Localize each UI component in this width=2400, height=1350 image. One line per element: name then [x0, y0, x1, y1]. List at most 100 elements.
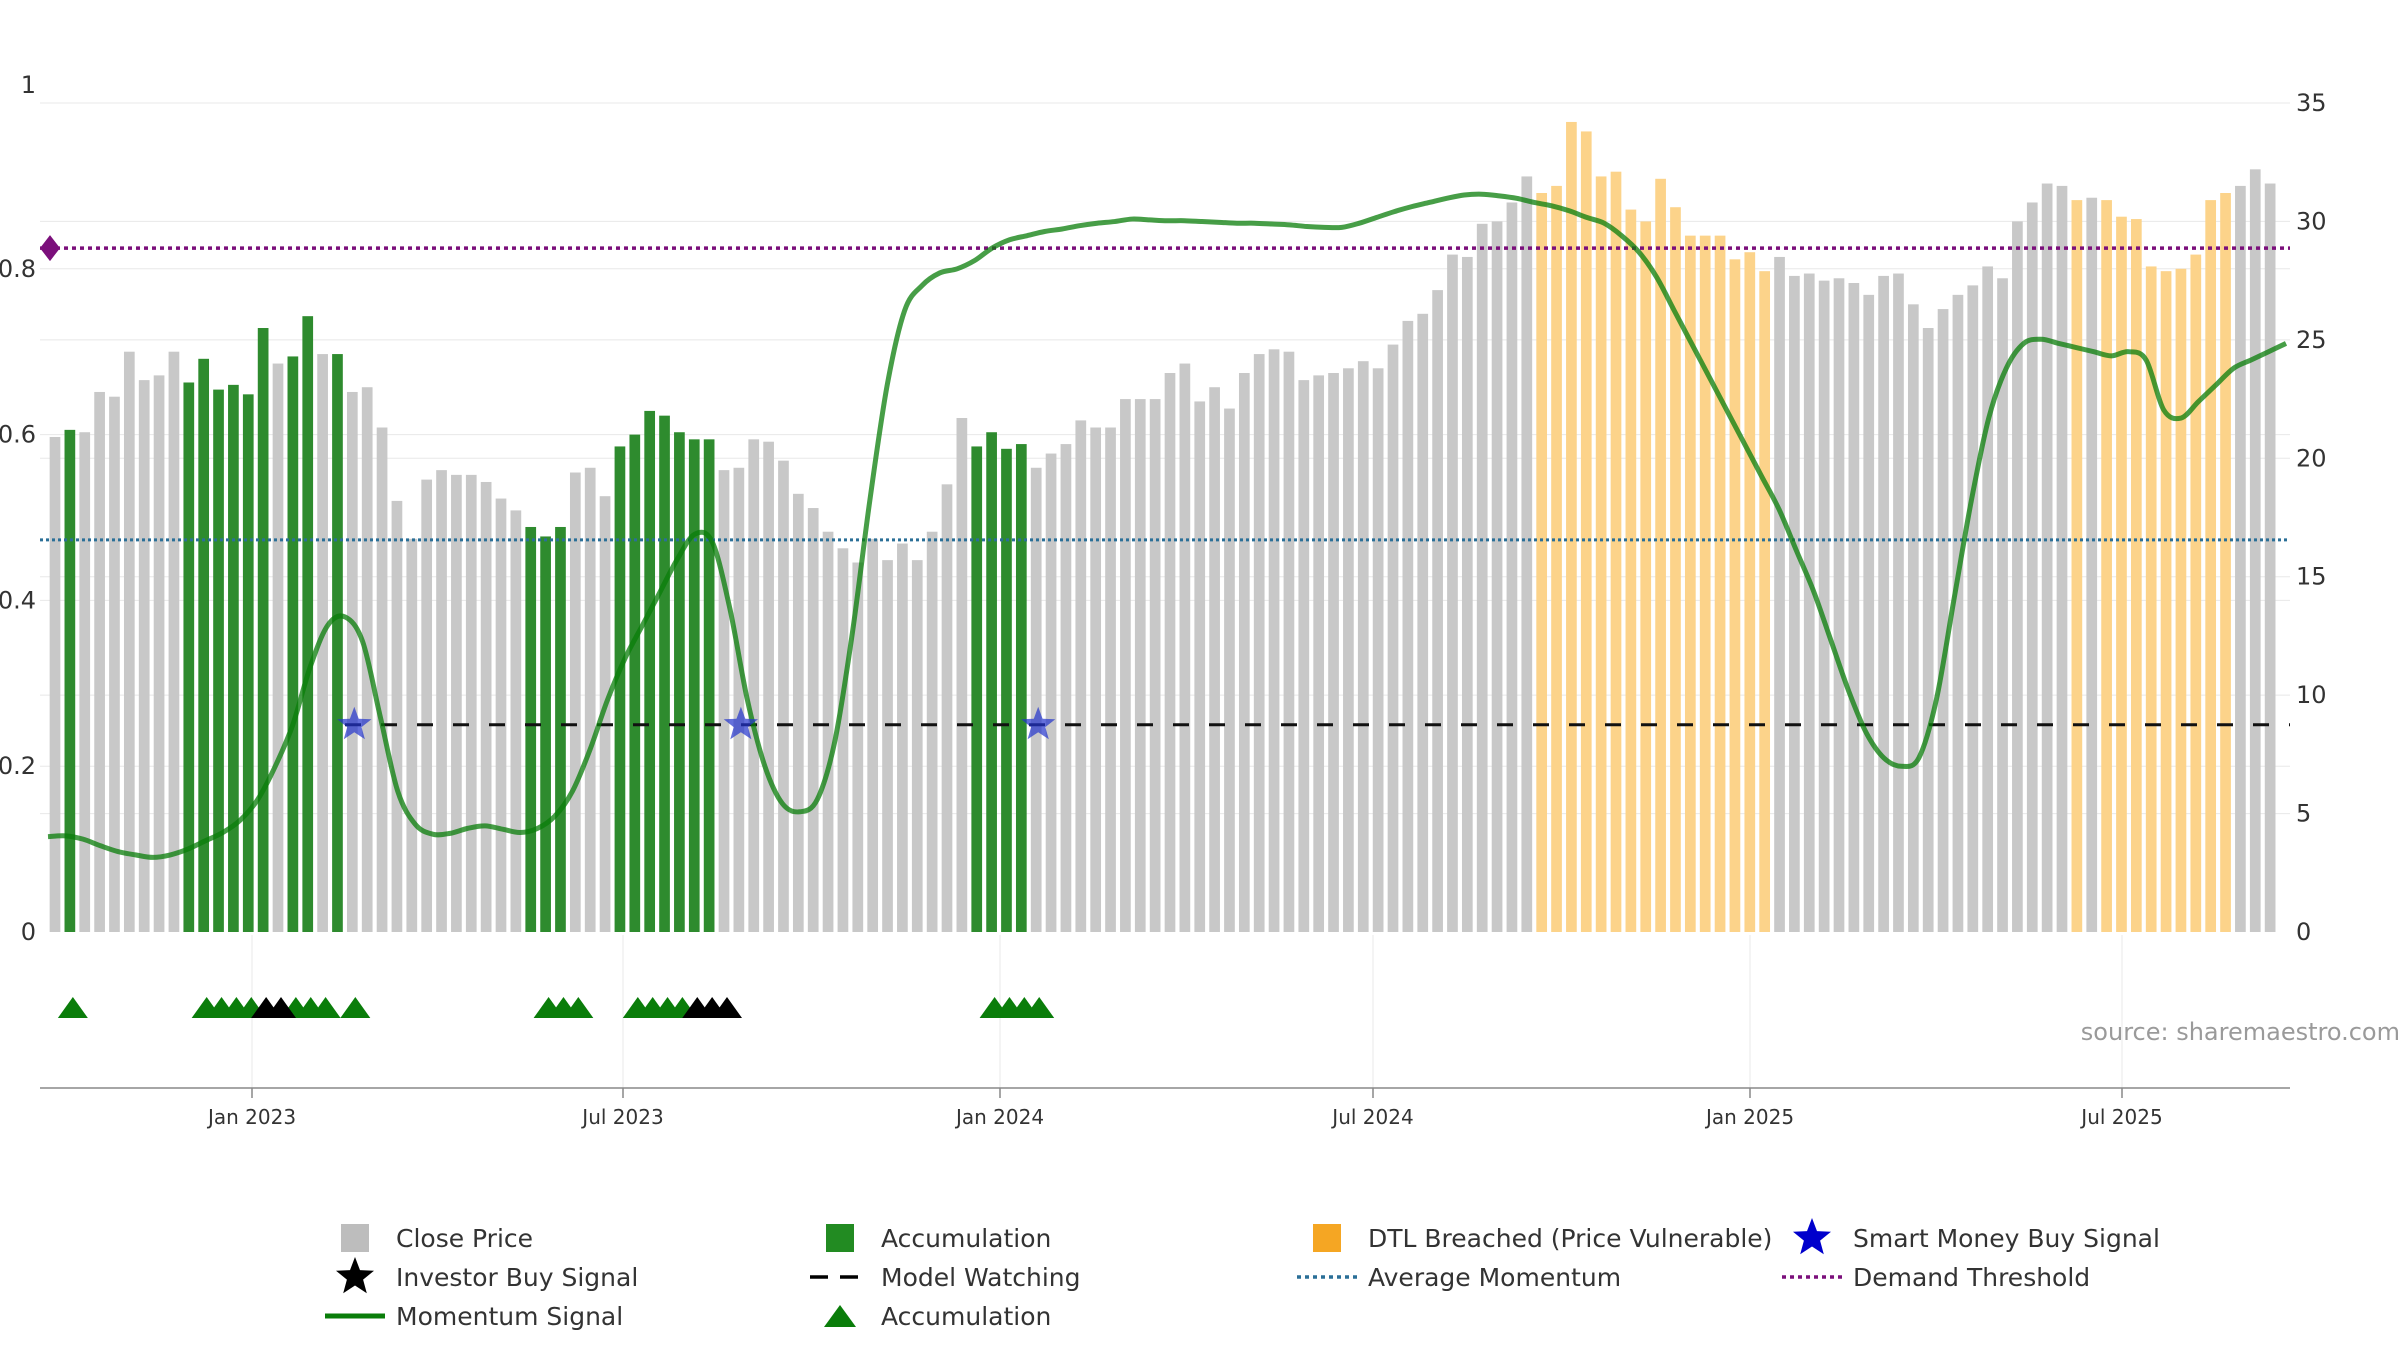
close-price-bar	[1372, 368, 1384, 932]
accumulation-marker	[340, 997, 371, 1018]
legend-star	[336, 1257, 374, 1294]
dtl-breached-bar	[2205, 200, 2217, 932]
close-price-bar	[1238, 373, 1250, 932]
accumulation-marker	[1024, 997, 1055, 1018]
close-price-bar	[852, 562, 864, 932]
investor-buy-marker	[266, 997, 296, 1018]
close-price-bar	[1268, 349, 1280, 932]
close-price-bar	[569, 472, 581, 932]
dtl-breached-bar	[1744, 252, 1756, 933]
accumulation-bar	[703, 439, 715, 932]
close-price-bar	[718, 470, 730, 932]
legend-swatch	[826, 1224, 854, 1252]
dtl-breached-bar	[2101, 200, 2112, 932]
dtl-breached-bar	[1684, 235, 1696, 932]
accumulation-bar	[64, 429, 76, 932]
right-tick-label: 35	[2296, 89, 2327, 117]
accumulation-bar	[674, 432, 685, 932]
close-price-bar	[138, 380, 150, 932]
dtl-breached-bar	[1714, 235, 1726, 932]
close-price-bar	[421, 479, 433, 932]
close-price-bar	[1774, 256, 1785, 932]
close-price-bar	[495, 498, 507, 932]
close-price-bar	[1967, 285, 1979, 932]
close-price-bar	[1476, 223, 1488, 933]
accumulation-bar	[644, 410, 656, 932]
legend-label: DTL Breached (Price Vulnerable)	[1368, 1224, 1772, 1253]
close-price-bar	[391, 500, 403, 932]
source-label: source: sharemaestro.com	[2081, 1018, 2400, 1046]
close-price-bar	[748, 439, 760, 932]
dtl-breached-bar	[1729, 259, 1741, 933]
close-price-bar	[1922, 328, 1934, 932]
left-tick-label: 0.8	[0, 255, 36, 283]
smart-money-buy-signal	[723, 706, 758, 740]
accumulation-bar	[971, 446, 983, 932]
close-price-bar	[822, 531, 834, 932]
close-price-bar	[897, 543, 908, 932]
close-price-bar	[123, 351, 135, 932]
dtl-breached-bar	[2145, 266, 2157, 933]
close-price-bar	[510, 510, 522, 932]
investor-buy-marker	[712, 997, 742, 1018]
close-price-bar	[1863, 294, 1875, 933]
accumulation-bar	[1015, 444, 1027, 932]
close-price-bar	[1164, 373, 1176, 932]
legend-label: Accumulation	[881, 1224, 1051, 1253]
right-tick-label: 25	[2296, 326, 2327, 354]
close-price-bar	[406, 538, 418, 932]
dtl-breached-bar	[2160, 271, 2172, 932]
close-price-bar	[1848, 283, 1860, 932]
legend-label: Demand Threshold	[1853, 1263, 2090, 1292]
close-price-bar	[49, 436, 61, 932]
x-tick-label: Jan 2024	[954, 1105, 1044, 1129]
right-tick-label: 0	[2296, 918, 2311, 946]
x-tick-label: Jul 2025	[2079, 1105, 2162, 1129]
close-price-bar	[778, 460, 789, 932]
close-price-bar	[94, 391, 105, 933]
close-price-bar	[436, 470, 447, 932]
close-price-bar	[2041, 183, 2053, 932]
dtl-breached-bar	[1670, 207, 1681, 932]
dtl-breached-bar	[2220, 193, 2231, 932]
close-price-bar	[807, 508, 819, 932]
left-tick-label: 0.2	[0, 752, 36, 780]
close-price-bar	[346, 391, 358, 933]
close-price-bar	[153, 375, 165, 932]
markers	[57, 706, 1056, 1018]
close-price-bar	[1030, 467, 1042, 932]
close-price-bar	[1090, 427, 1102, 932]
close-price-bar	[1060, 444, 1072, 932]
dtl-breached-bar	[2116, 216, 2127, 933]
close-price-bar	[1417, 313, 1429, 932]
accumulation-bar	[986, 432, 997, 932]
legend: Close Price Accumulation DTL Breached (Pri…	[325, 1218, 2160, 1331]
close-price-bar	[1194, 401, 1206, 932]
close-price-bar	[2086, 197, 2098, 932]
smart-money-buy-signal	[337, 706, 372, 740]
close-price-bar	[1045, 453, 1057, 932]
close-price-bar	[480, 481, 492, 932]
close-price-bar	[1491, 221, 1503, 932]
smart-money-buy-signal	[1021, 706, 1056, 740]
close-price-bar	[168, 351, 180, 932]
dtl-breached-bar	[1699, 235, 1711, 932]
legend-label: Model Watching	[881, 1263, 1081, 1292]
close-price-bar	[733, 467, 745, 932]
close-price-bar	[956, 418, 968, 932]
dtl-breached-bar	[1610, 171, 1622, 932]
close-price-bar	[1878, 275, 1889, 932]
close-price-bar	[1521, 176, 1533, 932]
dtl-breached-bar	[1551, 185, 1562, 932]
left-tick-label: 0.4	[0, 586, 36, 614]
close-price-bar	[2056, 185, 2068, 932]
right-tick-label: 5	[2296, 800, 2311, 828]
close-price-bar	[1283, 351, 1295, 932]
close-price-bar	[2249, 169, 2261, 932]
dtl-breached-bar	[2190, 254, 2202, 933]
accumulation-marker	[310, 997, 341, 1018]
accumulation-bar	[525, 526, 537, 932]
right-tick-label: 20	[2296, 444, 2327, 472]
close-price-bar	[376, 427, 388, 932]
